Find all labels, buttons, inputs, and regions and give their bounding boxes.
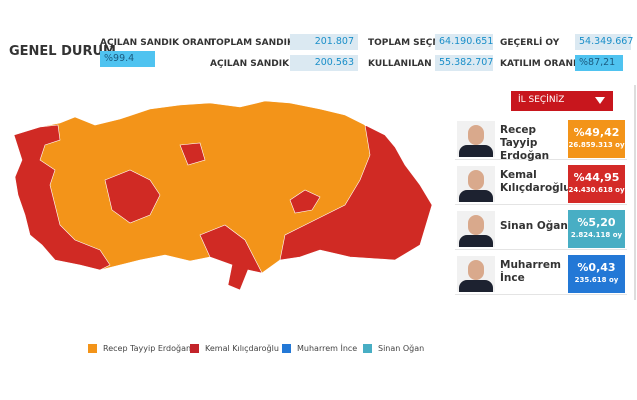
- candidate-card-ogan[interactable]: Sinan Oğan %5,20 2.824.118 oy: [455, 208, 627, 250]
- candidate-score: %5,20 2.824.118 oy: [568, 210, 625, 248]
- opened-ballot-value: 200.563: [290, 55, 358, 71]
- candidate-percent: %5,20: [577, 216, 616, 229]
- total-voters-value: 64.190.651: [435, 34, 493, 50]
- valid-votes-value: 54.349.667: [575, 34, 633, 50]
- map-region-kilicdaroglu-south[interactable]: [199, 224, 263, 291]
- total-ballot-label: TOPLAM SANDIK: [210, 38, 294, 48]
- candidate-percent: %49,42: [573, 126, 620, 139]
- legend-label: Kemal Kılıçdaroğlu: [205, 344, 279, 353]
- candidate-votes: 24.430.618 oy: [568, 186, 625, 194]
- votes-cast-value: 55.382.707: [435, 55, 493, 71]
- turnout-label: KATILIM ORANI: [500, 59, 577, 69]
- legend-label: Muharrem İnce: [297, 344, 358, 353]
- candidate-name: Sinan Oğan: [500, 220, 568, 232]
- candidate-score: %44,95 24.430.618 oy: [568, 165, 625, 203]
- candidate-card-erdogan[interactable]: Recep Tayyip Erdoğan %49,42 26.859.313 oy: [455, 118, 627, 162]
- candidate-photo: [457, 121, 495, 157]
- candidate-name: Recep Tayyip Erdoğan: [500, 124, 550, 162]
- map-region-kilicdaroglu-west[interactable]: [13, 124, 111, 271]
- map-region-kilicdaroglu-ankara[interactable]: [104, 169, 161, 224]
- total-voters-label: TOPLAM SEÇMEN: [368, 38, 456, 48]
- legend-item: Recep Tayyip Erdoğan: [88, 344, 191, 353]
- candidate-photo: [457, 211, 495, 247]
- candidate-percent: %0,43: [577, 261, 616, 274]
- map-region-kilicdaroglu-central[interactable]: [289, 189, 321, 214]
- legend-swatch: [190, 344, 199, 353]
- chevron-down-icon: [595, 97, 605, 104]
- opened-ballot-rate-value: %99.4: [100, 51, 155, 67]
- candidate-votes: 26.859.313 oy: [568, 141, 625, 149]
- candidate-score: %0,43 235.618 oy: [568, 255, 625, 293]
- legend-label: Sinan Oğan: [378, 344, 425, 353]
- candidate-votes: 235.618 oy: [574, 276, 619, 284]
- total-ballot-value: 201.807: [290, 34, 358, 50]
- legend-item: Muharrem İnce: [282, 344, 357, 353]
- province-select[interactable]: İL SEÇİNİZ: [511, 91, 613, 111]
- valid-votes-label: GEÇERLİ OY: [500, 38, 560, 48]
- votes-cast-label: KULLANILAN OY: [368, 59, 449, 69]
- page-title: GENEL DURUM: [9, 44, 116, 59]
- candidate-name: Muharrem İnce: [500, 259, 561, 284]
- turnout-value: %87,21: [575, 55, 623, 71]
- candidate-card-ince[interactable]: Muharrem İnce %0,43 235.618 oy: [455, 253, 627, 295]
- candidate-percent: %44,95: [573, 171, 620, 184]
- map-region-tunceli[interactable]: [179, 142, 206, 166]
- opened-ballot-label: AÇILAN SANDIK: [210, 59, 290, 69]
- map-region-kilicdaroglu-east[interactable]: [279, 124, 433, 261]
- legend-swatch: [363, 344, 372, 353]
- candidate-name: Kemal Kılıçdaroğlu: [500, 169, 571, 194]
- candidate-photo: [457, 166, 495, 202]
- legend-item: Sinan Oğan: [363, 344, 424, 353]
- legend-swatch: [282, 344, 291, 353]
- turkey-results-map[interactable]: [0, 85, 450, 315]
- legend-swatch: [88, 344, 97, 353]
- candidate-photo: [457, 256, 495, 292]
- province-select-label: İL SEÇİNİZ: [518, 95, 565, 105]
- legend-label: Recep Tayyip Erdoğan: [103, 344, 192, 353]
- opened-ballot-rate-label: AÇILAN SANDIK ORANI: [100, 38, 215, 48]
- legend-item: Kemal Kılıçdaroğlu: [190, 344, 279, 353]
- panel-divider: [634, 85, 636, 300]
- candidate-votes: 2.824.118 oy: [570, 231, 623, 239]
- candidate-card-kilicdaroglu[interactable]: Kemal Kılıçdaroğlu %44,95 24.430.618 oy: [455, 163, 627, 205]
- candidate-score: %49,42 26.859.313 oy: [568, 120, 625, 158]
